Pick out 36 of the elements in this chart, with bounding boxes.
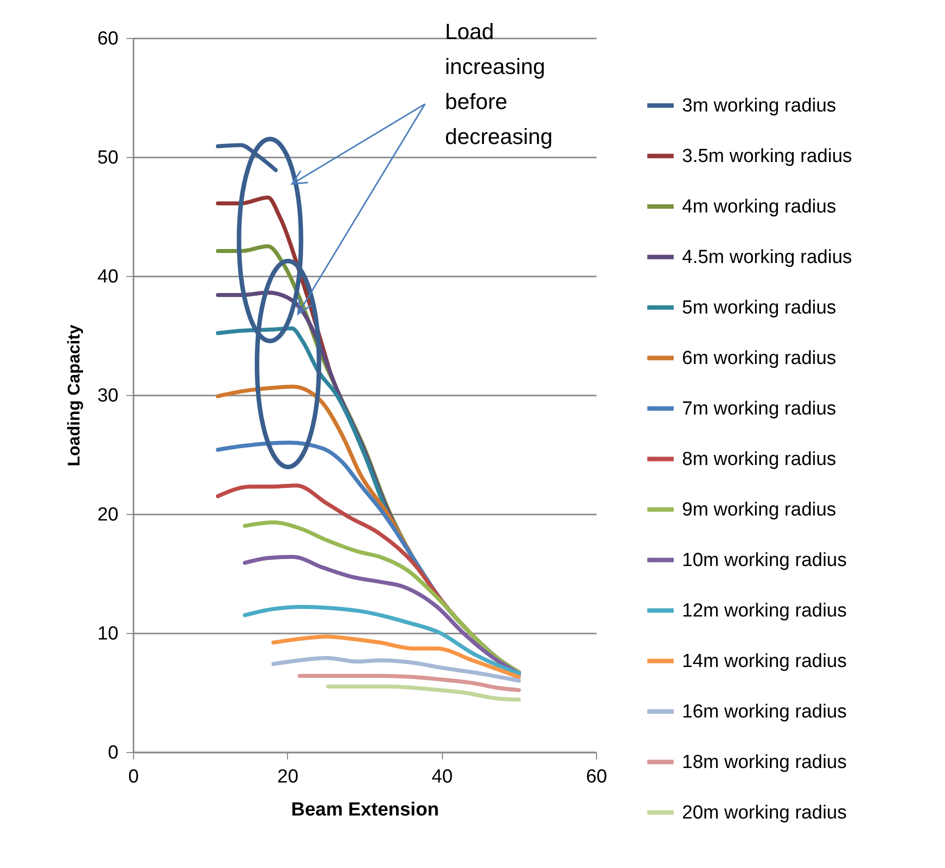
y-tick-label: 20 — [97, 504, 118, 526]
legend-label: 18m working radius — [682, 752, 847, 773]
legend-label: 20m working radius — [682, 802, 847, 824]
y-axis-title: Loading Capacity — [64, 324, 84, 466]
legend-label: 5m working radius — [682, 298, 836, 318]
legend-label: 14m working radius — [682, 651, 847, 672]
legend-label: 10m working radius — [682, 550, 847, 571]
y-tick-label: 60 — [97, 28, 118, 50]
legend-label: 3.5m working radius — [682, 146, 852, 167]
legend-label: 7m working radius — [682, 398, 836, 420]
legend-label: 9m working radius — [682, 500, 836, 520]
line-series — [271, 656, 521, 683]
line-series — [326, 684, 521, 702]
y-tick-label: 50 — [97, 148, 118, 168]
legend-label: 12m working radius — [682, 600, 847, 622]
legend-label: 16m working radius — [682, 702, 847, 722]
x-tick-label: 60 — [586, 766, 608, 788]
legend-label: 8m working radius — [682, 449, 836, 470]
x-tick-label: 20 — [277, 766, 298, 788]
x-axis-title: Beam Extension — [291, 800, 439, 820]
annotation: Load increasing before decreasing — [445, 19, 553, 149]
x-tick-label: 0 — [128, 766, 139, 788]
line-series — [242, 520, 521, 674]
line-series — [216, 143, 278, 172]
legend-label: 6m working radius — [682, 348, 836, 369]
legend-label: 4m working radius — [682, 196, 836, 218]
line-series — [271, 634, 521, 680]
y-tick-label: 30 — [97, 386, 118, 406]
line-series — [298, 674, 521, 692]
legend-label: 3m working radius — [682, 96, 836, 116]
legend-label: 4.5m working radius — [682, 247, 852, 268]
y-tick-label: 10 — [97, 624, 118, 644]
y-tick-label: 40 — [97, 266, 118, 288]
y-tick-label: 0 — [108, 742, 118, 764]
x-tick-label: 40 — [432, 766, 453, 788]
line-series — [242, 604, 521, 676]
